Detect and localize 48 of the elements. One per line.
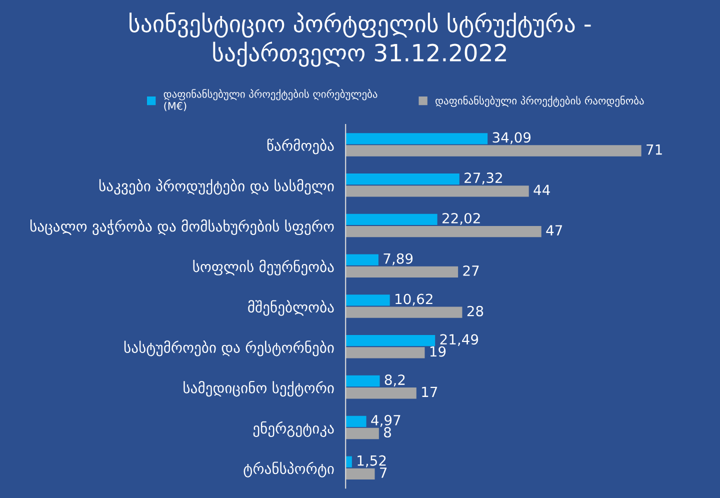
data-label: 21,49 <box>440 334 478 346</box>
data-label: 7 <box>380 468 387 478</box>
y-tick-label: მშენებლობა <box>248 300 334 316</box>
bar <box>346 133 488 144</box>
y-tick-label: საკვები პროდუქტები და სასმელი <box>99 178 334 195</box>
data-label: 8 <box>384 427 391 438</box>
bar <box>346 145 642 156</box>
bar <box>346 294 390 306</box>
data-label: 27,32 <box>464 172 502 184</box>
bar <box>346 375 380 387</box>
data-label: 22,02 <box>442 212 480 225</box>
y-tick-label: საცალო ვაჭრობა და მომსახურების სფერო <box>30 219 334 236</box>
y-tick-label: სოფლის მეურნეობა <box>193 260 334 276</box>
y-tick-label: სამედიცინო სექტორი <box>184 380 334 397</box>
data-label: 27 <box>463 265 479 276</box>
data-label: 44 <box>534 184 550 195</box>
data-label: 47 <box>546 225 562 236</box>
legend-label: დაფინანსებული პროექტების რაოდენობა <box>436 96 644 107</box>
y-tick-label: ტრანსპორტი <box>244 462 334 478</box>
bar <box>346 266 458 278</box>
bar <box>346 306 462 318</box>
bar <box>346 254 378 266</box>
data-label: 17 <box>422 386 438 397</box>
data-label: 19 <box>430 346 446 357</box>
bar <box>346 214 438 225</box>
bar <box>346 428 379 440</box>
bar <box>346 335 436 346</box>
data-label: 71 <box>646 144 662 155</box>
bar <box>346 416 366 427</box>
data-label: 10,62 <box>396 294 432 306</box>
bar <box>346 186 529 197</box>
data-label: 1,52 <box>358 455 386 468</box>
chart-title: საინვესტიციო პორტფელის სტრუქტურა - საქართველო 31.12.2022 <box>130 12 591 67</box>
bar <box>346 388 416 399</box>
y-tick-label: სასტუმროები და რესტორნები <box>124 340 334 356</box>
data-label: 7,89 <box>384 253 413 266</box>
data-label: 34,09 <box>492 132 531 144</box>
bar <box>346 173 460 185</box>
legend-label: დაფინანსებული პროექტების ღირებულება (M€) <box>164 89 378 112</box>
data-label: 4,97 <box>371 414 400 427</box>
bar <box>346 468 375 480</box>
bar <box>346 456 352 468</box>
bar <box>346 347 425 358</box>
data-label: 8,2 <box>384 374 405 386</box>
bar <box>346 226 542 238</box>
y-tick-label: წარმოება <box>267 138 334 154</box>
y-tick-label: ენერგეტიკა <box>253 421 334 437</box>
data-label: 28 <box>467 306 484 316</box>
